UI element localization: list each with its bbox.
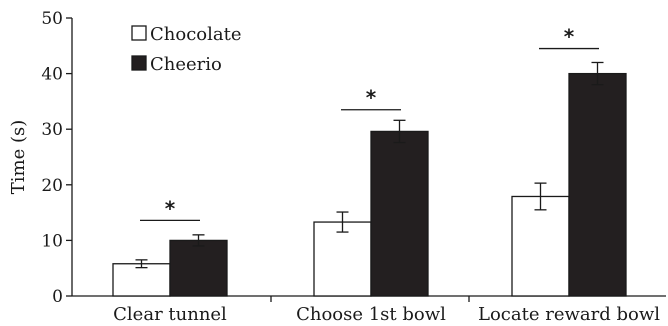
y-tick-label: 20: [41, 176, 63, 196]
y-tick-label: 50: [41, 9, 63, 29]
x-tick-label: Locate reward bowl: [478, 304, 660, 325]
x-tick-label: Choose 1st bowl: [296, 304, 446, 325]
y-tick-label: 10: [41, 231, 63, 251]
significance-asterisk: *: [564, 25, 575, 49]
y-tick-label: 0: [52, 287, 63, 307]
axes: 0 10 20 30 40 50 Clear tunnel Choose 1st bowl Lo…: [41, 9, 666, 325]
significance-asterisk: *: [165, 196, 176, 220]
legend-label-cheerio: Cheerio: [150, 54, 222, 75]
bar-chocolate-1: [313, 221, 372, 297]
bar-chocolate-0: [112, 263, 171, 297]
error-bars: [135, 61, 604, 269]
y-tick-label: 40: [41, 65, 63, 85]
bars: [112, 72, 627, 297]
significance-markers: * * *: [140, 25, 599, 222]
bar-chocolate-2: [511, 195, 570, 297]
y-axis-title: Time (s): [8, 120, 29, 195]
bar-cheerio-0: [169, 239, 228, 297]
significance-asterisk: *: [366, 86, 377, 110]
legend-label-chocolate: Chocolate: [150, 24, 242, 45]
legend-swatch-cheerio: [131, 55, 147, 71]
bar-cheerio-1: [370, 130, 429, 297]
legend: Chocolate Cheerio: [131, 24, 242, 75]
y-tick-label: 30: [41, 120, 63, 140]
legend-swatch-chocolate: [131, 25, 147, 41]
bar-cheerio-2: [568, 72, 627, 297]
x-tick-label: Clear tunnel: [113, 304, 227, 325]
